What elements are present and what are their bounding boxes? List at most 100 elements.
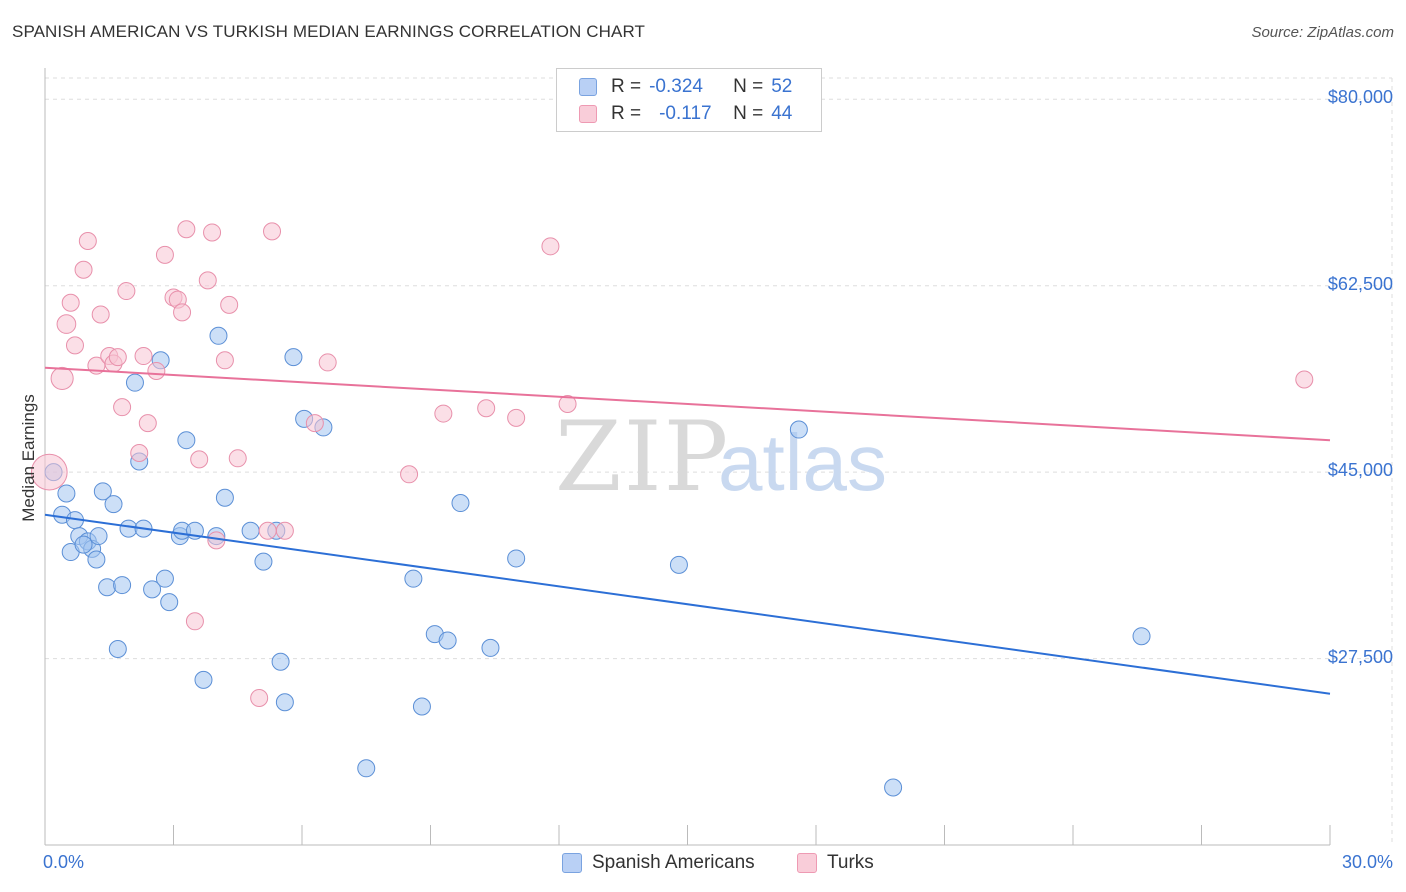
point-turk: [147, 361, 166, 380]
point-turk: [177, 220, 196, 239]
legend-item-turks[interactable]: Turks: [797, 852, 874, 874]
legend-r-label: R =: [611, 103, 642, 124]
point-turk: [50, 366, 74, 390]
legend-r-value: -0.117: [659, 103, 712, 124]
point-spanish-american: [98, 578, 117, 597]
point-turk: [318, 353, 337, 372]
point-turk: [541, 237, 560, 256]
point-spanish-american: [155, 569, 174, 588]
point-turk: [400, 465, 419, 484]
trend-line-spanish-americans: [44, 513, 1331, 695]
point-spanish-american: [284, 348, 303, 367]
point-turk: [117, 282, 136, 301]
point-spanish-american: [143, 580, 162, 599]
legend-swatch-blue: [579, 78, 597, 96]
trend-lines: [44, 366, 1331, 695]
point-turk: [74, 260, 93, 279]
point-spanish-american: [669, 555, 688, 574]
point-turk: [134, 347, 153, 366]
legend-row-turks: R = -0.117 N = 44: [579, 102, 792, 126]
point-turk: [190, 450, 209, 469]
legend-swatch-pink: [797, 853, 817, 873]
point-turk: [56, 314, 77, 334]
point-spanish-american: [404, 569, 423, 588]
y-tick-label: $45,000: [1327, 460, 1393, 481]
legend-label: Spanish Americans: [592, 852, 755, 873]
point-spanish-american: [438, 631, 457, 650]
point-spanish-american: [104, 495, 123, 514]
chart-title: SPANISH AMERICAN VS TURKISH MEDIAN EARNI…: [12, 22, 645, 41]
point-turk: [138, 414, 157, 433]
point-turk: [250, 688, 269, 707]
series-spanish-americans: [44, 326, 1151, 797]
watermark: ZIP atlas: [555, 401, 887, 513]
legend-r-value: -0.324: [649, 76, 703, 97]
point-turk: [434, 404, 453, 423]
point-spanish-american: [119, 519, 138, 538]
legend-swatch-pink: [579, 105, 597, 123]
point-spanish-american: [357, 759, 376, 778]
point-turk: [1295, 370, 1314, 389]
point-turk: [305, 414, 324, 433]
point-turk: [91, 305, 110, 324]
point-turk: [477, 399, 496, 418]
point-spanish-american: [160, 593, 179, 612]
source-credit: Source: ZipAtlas.com: [1251, 24, 1394, 41]
point-spanish-american: [194, 670, 213, 689]
legend-label: Turks: [827, 852, 874, 873]
legend-n-label: N =: [733, 76, 764, 97]
point-turk: [215, 351, 234, 370]
point-spanish-american: [481, 638, 500, 657]
point-spanish-american: [451, 494, 470, 513]
legend-n-value: 52: [771, 76, 793, 97]
point-turk: [263, 222, 282, 241]
legend-n-label: N =: [733, 103, 764, 124]
y-tick-label: $62,500: [1327, 273, 1393, 294]
point-turk: [78, 231, 97, 250]
point-turk: [155, 245, 174, 264]
point-turk: [113, 398, 132, 417]
legend-swatch-blue: [562, 853, 582, 873]
point-turk: [185, 612, 204, 631]
point-spanish-american: [412, 697, 431, 716]
point-turk: [108, 348, 127, 367]
point-spanish-american: [215, 488, 234, 507]
point-turk: [258, 521, 277, 540]
point-spanish-american: [125, 373, 144, 392]
y-axis-label: Median Earnings: [19, 394, 38, 522]
point-turk: [507, 408, 526, 427]
y-tick-label: $27,500: [1327, 646, 1393, 667]
point-spanish-american: [1132, 627, 1151, 646]
point-turk: [228, 449, 247, 468]
point-spanish-american: [89, 527, 108, 546]
point-turk: [130, 443, 149, 462]
point-spanish-american: [113, 576, 132, 595]
point-spanish-american: [209, 326, 228, 345]
point-turk: [275, 521, 294, 540]
point-spanish-american: [108, 639, 127, 658]
legend-item-spanish-americans[interactable]: Spanish Americans: [562, 852, 755, 874]
stats-legend: R = -0.324 N = 52 R = -0.117 N = 44: [556, 68, 822, 132]
point-spanish-american: [87, 550, 106, 569]
legend-n-value: 44: [771, 103, 793, 124]
point-turk: [220, 295, 239, 314]
trend-line-turks: [44, 366, 1331, 442]
legend-row-spanish-americans: R = -0.324 N = 52: [579, 75, 792, 99]
y-tick-label: $80,000: [1327, 87, 1393, 108]
point-turk: [558, 394, 577, 413]
x-tick-label: 30.0%: [1341, 852, 1393, 872]
point-turk: [198, 271, 217, 290]
point-turk: [30, 453, 68, 491]
point-spanish-american: [93, 482, 112, 501]
point-turk: [203, 223, 222, 242]
x-tick-label: 0.0%: [43, 852, 85, 872]
point-spanish-american: [74, 535, 93, 554]
point-spanish-american: [241, 521, 260, 540]
point-spanish-american: [275, 693, 294, 712]
series-turks: [30, 220, 1314, 707]
point-spanish-american: [254, 552, 273, 571]
point-spanish-american: [884, 778, 903, 797]
point-spanish-american: [507, 549, 526, 568]
point-turk: [61, 293, 80, 312]
